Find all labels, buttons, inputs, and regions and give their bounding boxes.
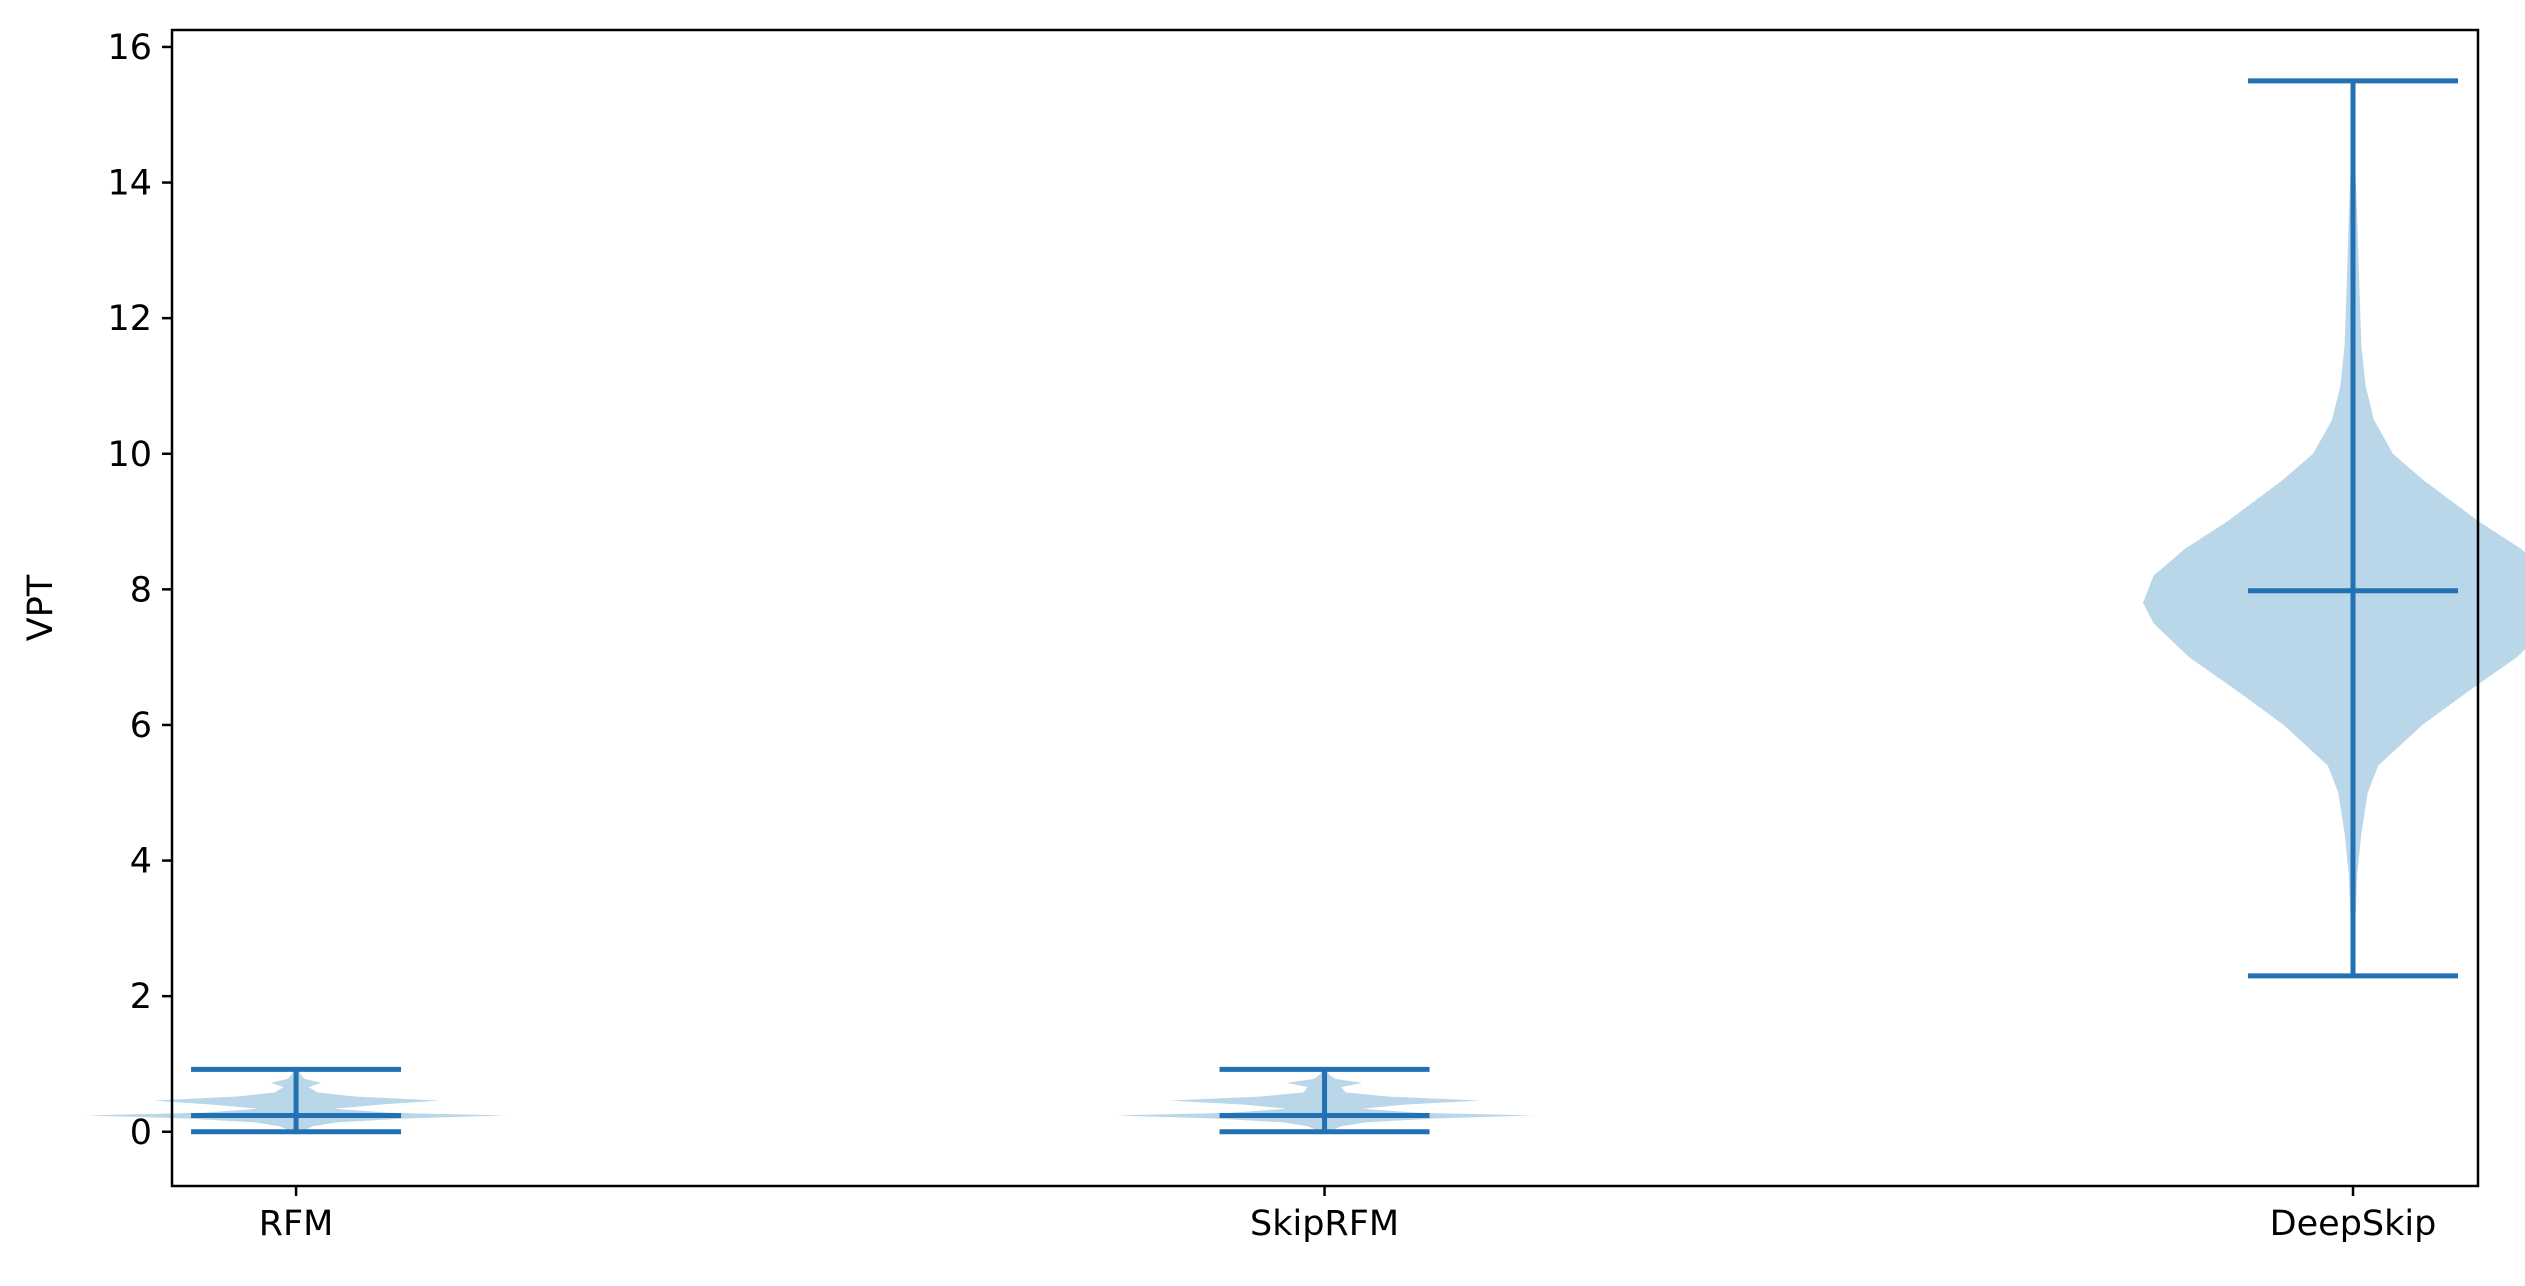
x-tick-label: SkipRFM	[1250, 1204, 1399, 1244]
violin-body-deepskip	[2143, 80, 2525, 976]
y-tick-label: 14	[107, 164, 152, 204]
y-tick-label: 6	[130, 706, 152, 746]
y-axis-label: VPT	[21, 574, 61, 641]
x-tick-label: RFM	[259, 1204, 334, 1244]
y-tick-label: 8	[130, 570, 152, 610]
y-tick-label: 12	[107, 299, 152, 339]
y-tick-label: 2	[130, 977, 152, 1017]
x-tick-label: DeepSkip	[2270, 1204, 2437, 1244]
y-tick-label: 0	[130, 1113, 152, 1153]
y-tick-label: 16	[107, 28, 152, 68]
y-tick-label: 10	[107, 435, 152, 475]
violins-layer	[86, 78, 2525, 1135]
y-tick-label: 4	[130, 842, 152, 882]
ticks-layer: 0 2 4 6 8 10 12 14 16 RFM SkipRFM DeepSkip	[107, 28, 2436, 1244]
plot-frame	[170, 28, 2480, 1188]
